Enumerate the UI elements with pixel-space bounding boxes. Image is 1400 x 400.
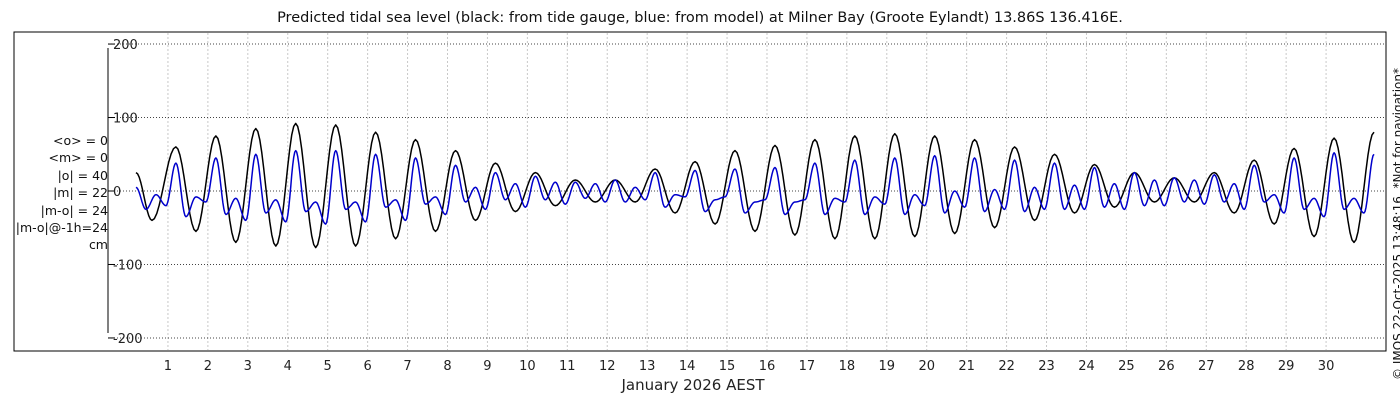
y-tick-label: -100: [113, 258, 143, 273]
x-tick-label: 21: [958, 359, 975, 374]
x-tick-label: 11: [559, 359, 576, 374]
x-tick-label: 6: [363, 359, 371, 374]
x-tick-label: 28: [1238, 359, 1255, 374]
x-tick-label: 30: [1318, 359, 1335, 374]
copyright-notice: © IMOS 22-Oct-2025 13:48:16. *Not for na…: [1391, 68, 1400, 380]
x-tick-label: 7: [403, 359, 411, 374]
stat-abs-model: |m| = 22: [53, 185, 108, 201]
tide-gauge-series-line: [135, 122, 1375, 249]
y-tick-label: 100: [113, 112, 138, 127]
x-tick-label: 10: [519, 359, 536, 374]
stat-mean-model: <m> = 0: [48, 150, 109, 166]
x-tick-label: 3: [244, 359, 252, 374]
y-axis-ticks: -200 -100 0 100 200: [108, 38, 143, 347]
stat-abs-difference: |m-o| = 24: [40, 202, 108, 218]
y-tick-label: -200: [113, 332, 143, 347]
x-tick-label: 18: [839, 359, 856, 374]
x-tick-label: 16: [759, 359, 776, 374]
plot-frame: [13, 31, 1387, 352]
y-tick-label: 0: [113, 185, 121, 200]
x-tick-label: 5: [324, 359, 332, 374]
x-tick-label: 22: [998, 359, 1015, 374]
x-tick-label: 15: [719, 359, 736, 374]
y-tick-label: 200: [113, 38, 138, 53]
x-tick-label: 9: [483, 359, 491, 374]
x-tick-label: 19: [879, 359, 896, 374]
x-axis-ticks: 1 2 3 4 5 6 7 8 9 10 11 12 13 14 15 16 17 18 19 20 21 22 23 24 2…: [164, 359, 1335, 374]
stat-abs-observed: |o| = 40: [57, 167, 108, 183]
x-tick-label: 1: [164, 359, 172, 374]
x-tick-label: 27: [1198, 359, 1215, 374]
x-tick-label: 17: [799, 359, 816, 374]
vertical-gridlines: [167, 33, 1327, 350]
x-tick-label: 23: [1038, 359, 1055, 374]
x-tick-label: 24: [1078, 359, 1095, 374]
horizontal-gridlines: [108, 43, 1385, 339]
model-series-line: [135, 149, 1375, 225]
chart-title: Predicted tidal sea level (black: from t…: [277, 10, 1123, 26]
stat-mean-observed: <o> = 0: [53, 133, 108, 148]
x-tick-label: 12: [599, 359, 616, 374]
x-tick-label: 13: [639, 359, 656, 374]
x-tick-label: 14: [679, 359, 696, 374]
x-tick-label: 26: [1158, 359, 1175, 374]
x-tick-label: 20: [918, 359, 935, 374]
x-tick-label: 2: [204, 359, 212, 374]
x-tick-label: 4: [284, 359, 292, 374]
x-tick-label: 8: [443, 359, 451, 374]
x-tick-label: 25: [1118, 359, 1135, 374]
x-tick-label: 29: [1278, 359, 1295, 374]
series-layer: [135, 122, 1375, 249]
stat-unit: cm: [88, 237, 108, 253]
stat-abs-difference-lag: |m-o|@-1h=24: [15, 220, 108, 236]
x-axis-label: January 2026 AEST: [621, 376, 765, 394]
statistics-panel: <o> = 0 <m> = 0 |o| = 40 |m| = 22 |m-o| …: [14, 132, 108, 254]
